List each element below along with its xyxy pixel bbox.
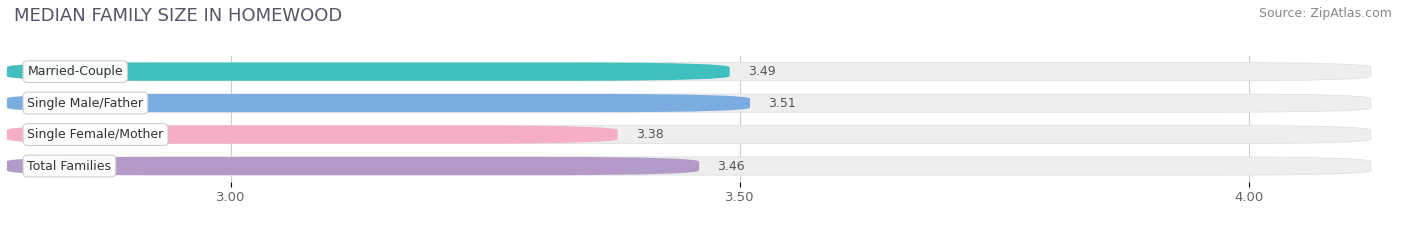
Text: Source: ZipAtlas.com: Source: ZipAtlas.com (1258, 7, 1392, 20)
FancyBboxPatch shape (7, 94, 1371, 112)
FancyBboxPatch shape (7, 157, 699, 175)
Text: 3.49: 3.49 (748, 65, 776, 78)
Text: 3.46: 3.46 (717, 160, 745, 172)
Text: Single Male/Father: Single Male/Father (27, 97, 143, 110)
Text: 3.38: 3.38 (636, 128, 664, 141)
FancyBboxPatch shape (7, 62, 1371, 81)
Text: 3.51: 3.51 (768, 97, 796, 110)
Text: Total Families: Total Families (27, 160, 111, 172)
FancyBboxPatch shape (7, 157, 1371, 175)
FancyBboxPatch shape (7, 62, 730, 81)
FancyBboxPatch shape (7, 125, 617, 144)
FancyBboxPatch shape (7, 125, 1371, 144)
FancyBboxPatch shape (7, 94, 749, 112)
Text: MEDIAN FAMILY SIZE IN HOMEWOOD: MEDIAN FAMILY SIZE IN HOMEWOOD (14, 7, 342, 25)
Text: Married-Couple: Married-Couple (27, 65, 122, 78)
Text: Single Female/Mother: Single Female/Mother (27, 128, 163, 141)
